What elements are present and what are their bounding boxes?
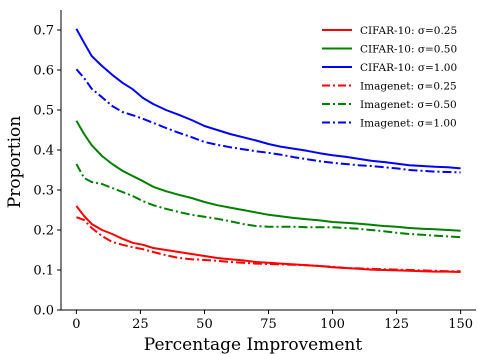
y-tick-label: 0.2 (33, 224, 54, 239)
legend: CIFAR-10: σ=0.25 CIFAR-10: σ=0.50 CIFAR-10… (322, 25, 457, 130)
series-line-0 (75, 205, 461, 273)
x-tick-label: 25 (132, 317, 149, 332)
y-axis-title: Proportion (5, 116, 25, 209)
legend-label-0: CIFAR-10: σ=0.25 (360, 25, 457, 37)
series-line-3 (76, 216, 461, 273)
x-axis-title: Percentage Improvement (144, 335, 363, 354)
y-tick-label: 0.5 (33, 104, 54, 119)
y-tick-label: 0.4 (33, 144, 54, 159)
ticks: 0 25 50 75 100 125 150 0.0 0.1 0.2 0.3 0.4 0.5 0.6 0.7 (33, 24, 473, 333)
x-tick-label: 150 (448, 317, 473, 332)
y-tick-label: 0.3 (33, 184, 54, 199)
x-tick-label: 50 (196, 317, 213, 332)
plot-lines (75, 28, 461, 273)
legend-label-3: Imagenet: σ=0.25 (360, 81, 457, 93)
legend-label-2: CIFAR-10: σ=1.00 (360, 62, 457, 74)
x-tick-label: 100 (320, 317, 345, 332)
legend-label-5: Imagenet: σ=1.00 (360, 118, 457, 130)
legend-label-1: CIFAR-10: σ=0.50 (360, 44, 457, 56)
series-line-2 (75, 28, 461, 170)
legend-label-4: Imagenet: σ=0.50 (360, 99, 457, 111)
series-line-1 (75, 120, 461, 232)
x-tick-label: 125 (384, 317, 409, 332)
x-tick-label: 0 (72, 317, 80, 332)
series-line-4 (75, 163, 461, 239)
y-tick-label: 0.6 (33, 64, 54, 79)
series-line-5 (75, 68, 461, 174)
y-tick-label: 0.0 (33, 304, 54, 319)
y-tick-label: 0.7 (33, 24, 54, 39)
x-tick-label: 75 (260, 317, 277, 332)
y-tick-label: 0.1 (33, 264, 54, 279)
